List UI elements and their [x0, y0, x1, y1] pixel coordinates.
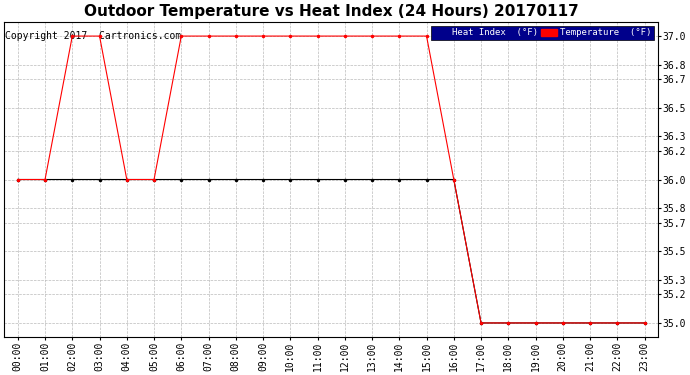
Text: Copyright 2017  Cartronics.com: Copyright 2017 Cartronics.com — [6, 31, 181, 41]
Title: Outdoor Temperature vs Heat Index (24 Hours) 20170117: Outdoor Temperature vs Heat Index (24 Ho… — [83, 4, 578, 19]
Legend: Heat Index  (°F), Temperature  (°F): Heat Index (°F), Temperature (°F) — [431, 26, 653, 40]
